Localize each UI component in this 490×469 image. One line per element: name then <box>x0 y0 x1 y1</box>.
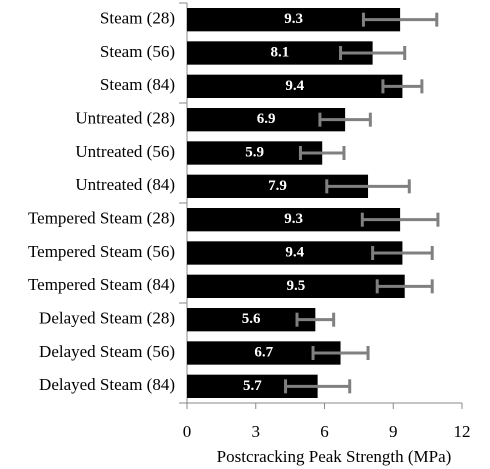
x-tick-label: 3 <box>252 422 261 441</box>
y-tick-label: Tempered Steam (84) <box>28 275 175 294</box>
error-bar <box>375 279 434 294</box>
bar <box>187 208 401 232</box>
bar <box>187 241 403 265</box>
y-tick-label: Tempered Steam (28) <box>28 209 175 228</box>
error-bar <box>381 79 424 94</box>
error-bar <box>298 146 346 160</box>
value-label: 9.4 <box>285 78 304 94</box>
bar <box>187 174 369 198</box>
x-tick-label: 0 <box>183 422 192 441</box>
error-bar <box>311 346 370 360</box>
bar <box>187 74 403 98</box>
bar <box>187 141 323 165</box>
error-bar <box>360 212 440 227</box>
value-label: 9.3 <box>284 11 303 27</box>
y-tick-label: Tempered Steam (56) <box>28 242 175 261</box>
y-tick-label: Delayed Steam (84) <box>39 375 175 394</box>
value-label: 9.3 <box>284 211 303 227</box>
error-bar <box>295 312 336 327</box>
bar <box>187 274 405 298</box>
y-tick-label: Untreated (56) <box>75 142 175 161</box>
bar <box>187 8 401 32</box>
x-tick-label: 9 <box>389 422 398 441</box>
y-tick-label: Steam (56) <box>100 42 175 61</box>
x-tick-label: 12 <box>454 422 471 441</box>
y-tick-label: Delayed Steam (56) <box>39 342 175 361</box>
error-bar <box>361 12 439 27</box>
error-bar <box>318 112 372 127</box>
error-bar <box>284 379 352 394</box>
y-tick-label: Delayed Steam (28) <box>39 309 175 328</box>
error-bar <box>339 46 407 60</box>
y-tick-label: Steam (28) <box>100 9 175 28</box>
y-tick-label: Untreated (28) <box>75 109 175 128</box>
value-label: 9.5 <box>286 278 305 294</box>
value-label: 5.7 <box>243 378 262 394</box>
error-bar <box>325 179 411 194</box>
bar <box>187 308 316 332</box>
bar <box>187 41 373 65</box>
x-tick-label: 6 <box>320 422 329 441</box>
value-label: 6.7 <box>254 344 273 360</box>
y-tick-label: Steam (84) <box>100 75 175 94</box>
value-label: 6.9 <box>257 111 276 127</box>
value-label: 7.9 <box>268 178 287 194</box>
x-axis-title: Postcracking Peak Strength (MPa) <box>217 447 452 466</box>
value-label: 5.9 <box>245 144 264 160</box>
value-label: 8.1 <box>270 44 289 60</box>
y-tick-label: Untreated (84) <box>75 175 175 194</box>
bar <box>187 108 346 132</box>
error-bar <box>371 246 434 260</box>
bar <box>187 341 341 365</box>
value-label: 9.4 <box>285 244 304 260</box>
value-label: 5.6 <box>242 311 261 327</box>
